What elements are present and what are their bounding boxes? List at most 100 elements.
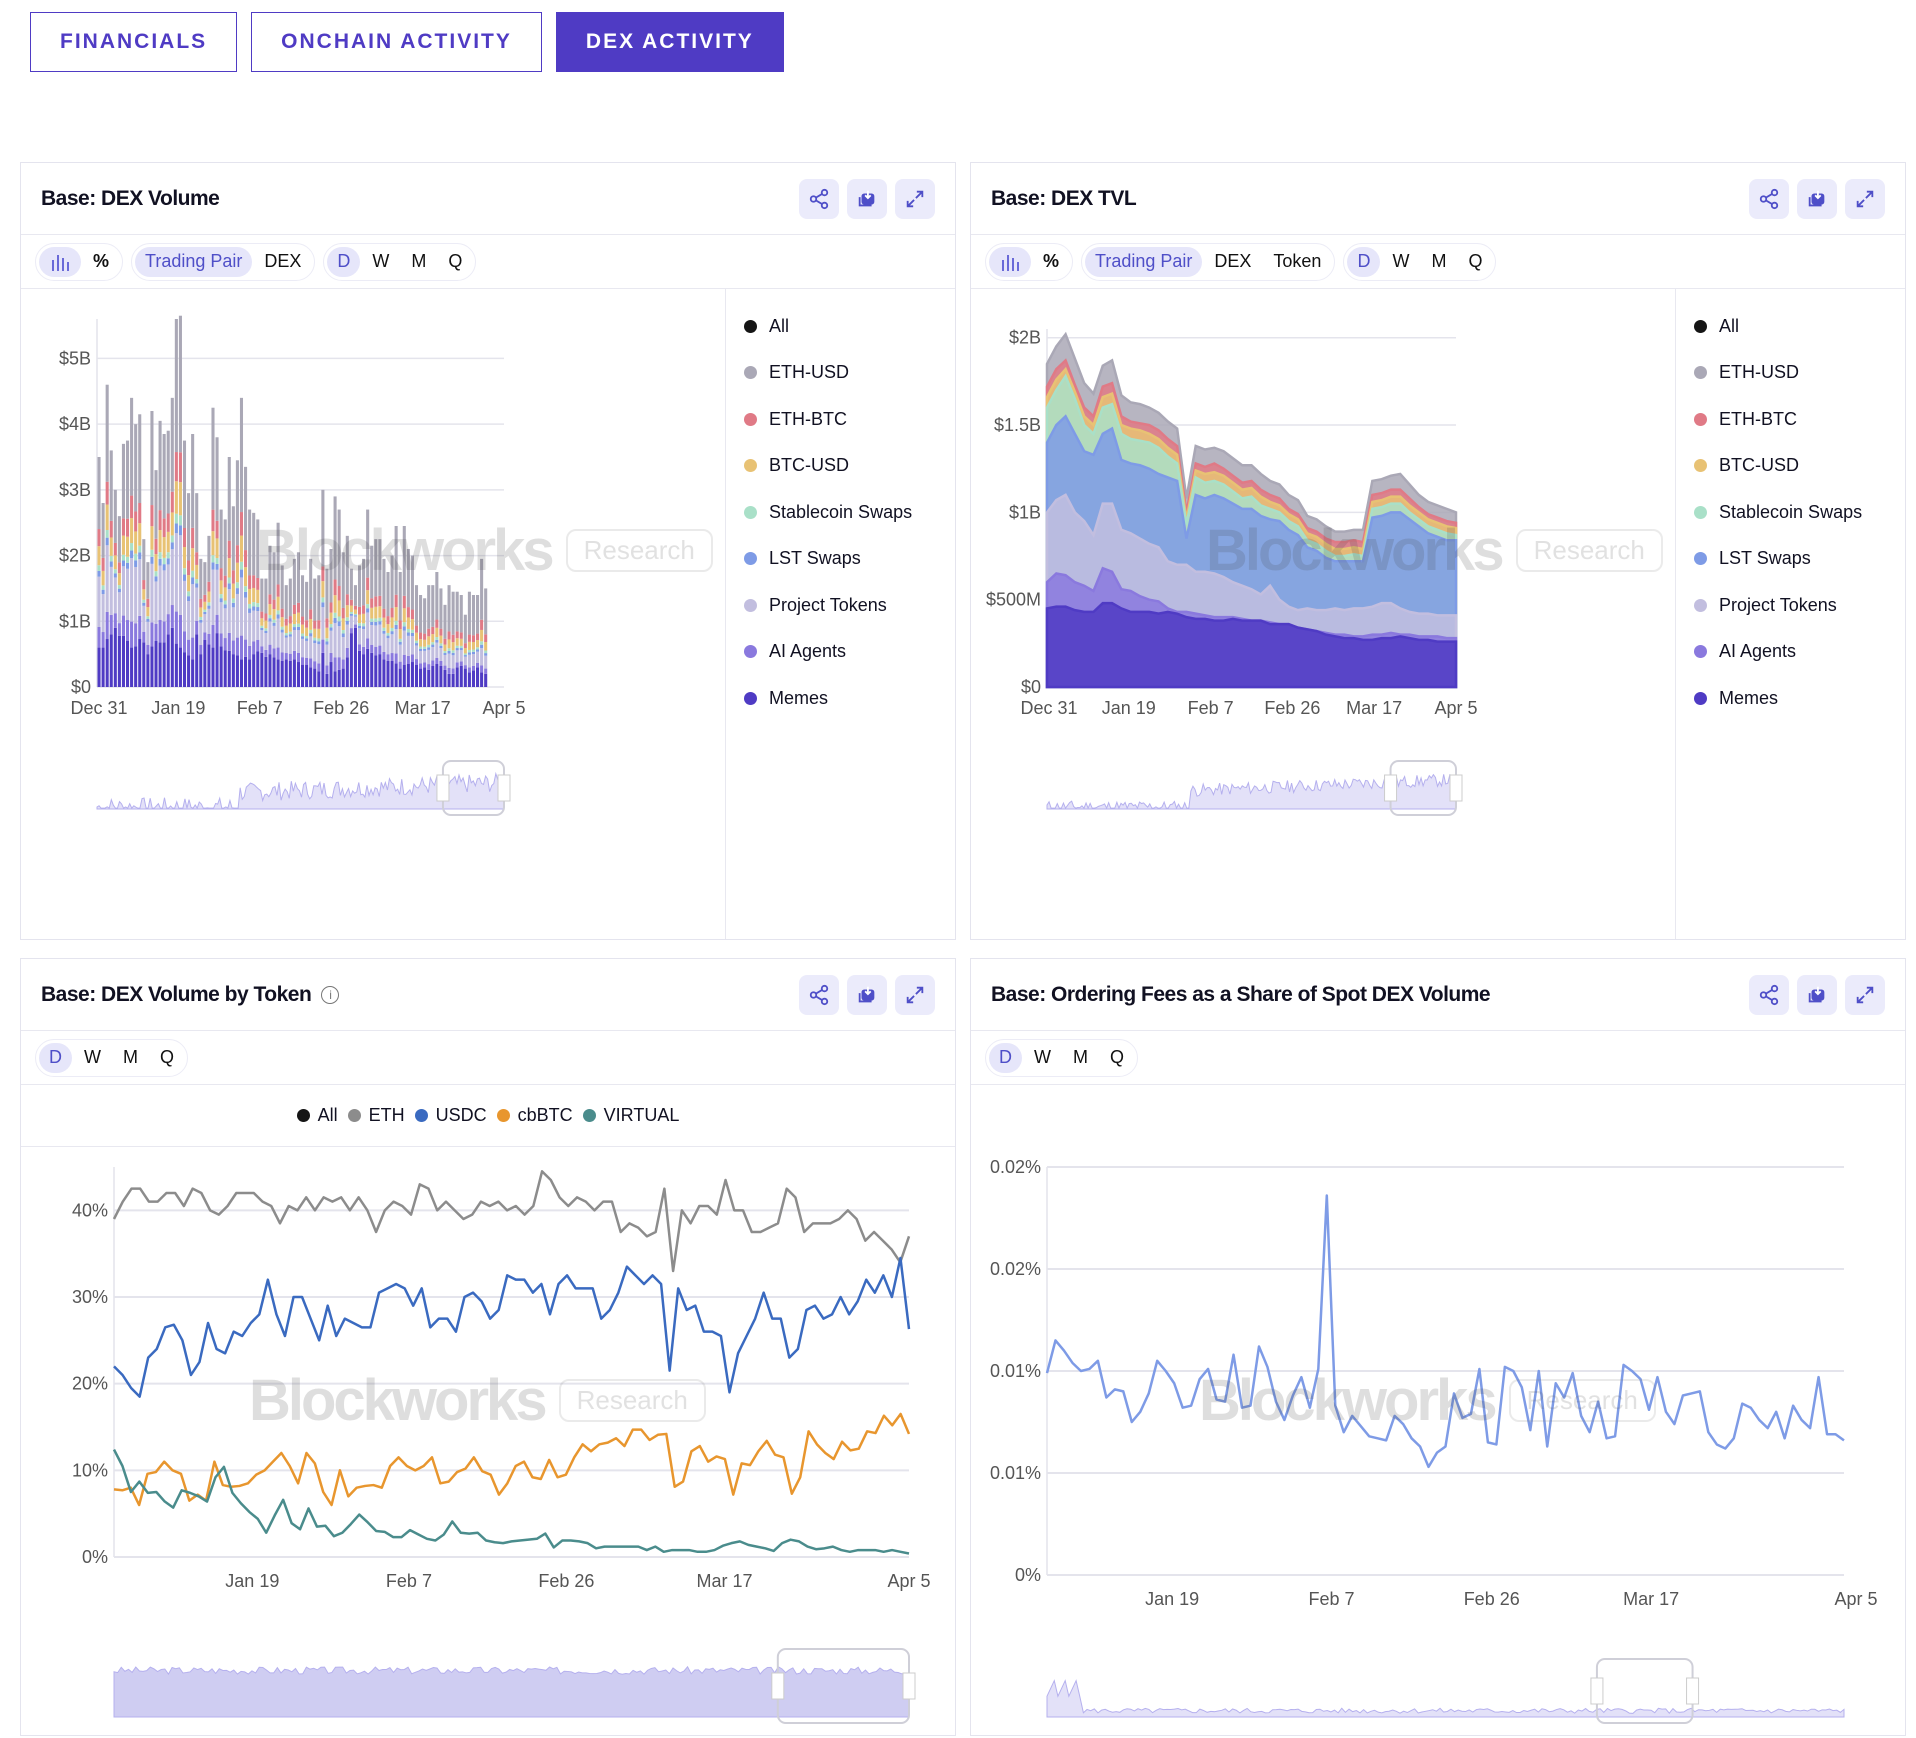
- legend-item[interactable]: Stablecoin Swaps: [1694, 489, 1905, 536]
- legend-item[interactable]: Project Tokens: [1694, 582, 1905, 629]
- line-eth[interactable]: [112, 1170, 911, 1273]
- period-q[interactable]: Q: [1110, 1047, 1125, 1067]
- bar-stack[interactable]: [394, 526, 398, 687]
- tab-dex-activity[interactable]: DEX ACTIVITY: [555, 12, 784, 72]
- bar-stack[interactable]: [309, 558, 313, 687]
- period-w[interactable]: W: [1392, 251, 1410, 271]
- bar-stack[interactable]: [345, 535, 349, 687]
- bar-stack[interactable]: [471, 595, 476, 687]
- bar-stack[interactable]: [301, 575, 305, 687]
- group-trading-pair[interactable]: Trading Pair: [135, 246, 253, 277]
- legend-item[interactable]: cbBTC: [496, 1105, 573, 1126]
- bar-stack[interactable]: [337, 509, 341, 687]
- group-dex[interactable]: DEX: [1214, 251, 1252, 271]
- navigator-handle[interactable]: [902, 1672, 916, 1700]
- line-usdc[interactable]: [113, 1256, 911, 1398]
- bar-stack[interactable]: [484, 588, 488, 687]
- bar-stack[interactable]: [170, 397, 174, 687]
- bar-stack[interactable]: [431, 585, 435, 687]
- bar-stack[interactable]: [366, 509, 370, 687]
- bar-stack[interactable]: [252, 512, 256, 687]
- legend-item[interactable]: LST Swaps: [1694, 536, 1905, 583]
- legend-item[interactable]: LST Swaps: [744, 536, 955, 583]
- bar-stack[interactable]: [113, 489, 117, 687]
- navigator-handle[interactable]: [1449, 774, 1463, 802]
- legend-item[interactable]: VIRTUAL: [582, 1105, 679, 1126]
- period-m[interactable]: M: [123, 1047, 138, 1067]
- bar-stack[interactable]: [166, 430, 170, 687]
- bar-stack[interactable]: [321, 489, 325, 687]
- bar-stack[interactable]: [459, 595, 463, 687]
- bar-stack[interactable]: [203, 562, 207, 687]
- period-m[interactable]: M: [1073, 1047, 1088, 1067]
- download-button[interactable]: [847, 974, 887, 1015]
- bar-stack[interactable]: [443, 604, 447, 687]
- bar-chart-option[interactable]: [39, 246, 81, 277]
- bar-stack[interactable]: [223, 519, 227, 687]
- share-button[interactable]: [799, 178, 839, 219]
- bar-stack[interactable]: [195, 493, 199, 687]
- bar-stack[interactable]: [284, 585, 288, 687]
- bar-stack[interactable]: [402, 526, 406, 687]
- line-virtual[interactable]: [112, 1448, 910, 1555]
- bar-stack[interactable]: [101, 503, 105, 687]
- bar-stack[interactable]: [480, 558, 484, 687]
- bar-stack[interactable]: [121, 443, 125, 687]
- bar-stack[interactable]: [414, 585, 419, 687]
- bar-stack[interactable]: [219, 509, 223, 687]
- bar-stack[interactable]: [427, 585, 431, 687]
- bar-stack[interactable]: [154, 470, 158, 687]
- bar-stack[interactable]: [410, 555, 414, 687]
- bar-stack[interactable]: [207, 535, 211, 687]
- bar-stack[interactable]: [187, 493, 191, 687]
- download-button[interactable]: [847, 178, 887, 219]
- bar-stack[interactable]: [467, 591, 471, 687]
- line-cbbtc[interactable]: [113, 1412, 911, 1507]
- bar-stack[interactable]: [292, 558, 296, 687]
- period-w[interactable]: W: [1034, 1047, 1051, 1067]
- legend-item[interactable]: Memes: [1694, 675, 1905, 722]
- bar-stack[interactable]: [130, 397, 134, 687]
- bar-stack[interactable]: [329, 549, 333, 687]
- legend-item[interactable]: AI Agents: [1694, 629, 1905, 676]
- period-d[interactable]: D: [39, 1042, 72, 1073]
- legend-item[interactable]: All: [1694, 303, 1905, 350]
- bar-chart-option[interactable]: [989, 246, 1031, 277]
- bar-stack[interactable]: [150, 411, 154, 687]
- expand-button[interactable]: [895, 974, 935, 1015]
- tab-financials[interactable]: FINANCIALS: [30, 12, 238, 72]
- legend-item[interactable]: BTC-USD: [744, 443, 955, 490]
- bar-stack[interactable]: [235, 460, 239, 687]
- range-navigator[interactable]: [1046, 1658, 1845, 1724]
- percent-option[interactable]: %: [83, 247, 119, 277]
- bar-stack[interactable]: [341, 552, 345, 687]
- bar-stack[interactable]: [178, 315, 182, 687]
- bar-stack[interactable]: [264, 578, 268, 687]
- share-button[interactable]: [1749, 974, 1789, 1015]
- bar-stack[interactable]: [439, 588, 443, 687]
- period-q[interactable]: Q: [160, 1047, 175, 1067]
- bar-stack[interactable]: [109, 450, 113, 687]
- navigator-handle[interactable]: [497, 774, 511, 802]
- bar-stack[interactable]: [357, 565, 362, 687]
- period-m[interactable]: M: [1431, 251, 1447, 271]
- bar-stack[interactable]: [325, 568, 329, 687]
- bar-stack[interactable]: [296, 552, 300, 687]
- group-dex[interactable]: DEX: [264, 251, 302, 271]
- share-button[interactable]: [1749, 178, 1789, 219]
- expand-button[interactable]: [895, 178, 935, 219]
- bar-stack[interactable]: [174, 319, 178, 687]
- legend-item[interactable]: ETH-BTC: [744, 396, 955, 443]
- bar-stack[interactable]: [248, 509, 252, 687]
- bar-stack[interactable]: [182, 440, 187, 687]
- legend-item[interactable]: Stablecoin Swaps: [744, 489, 955, 536]
- area-memes[interactable]: [1045, 601, 1458, 689]
- bar-stack[interactable]: [386, 572, 390, 687]
- bar-stack[interactable]: [349, 568, 353, 687]
- period-d[interactable]: D: [989, 1042, 1022, 1073]
- navigator-handle[interactable]: [771, 1672, 785, 1700]
- range-navigator[interactable]: [1046, 760, 1463, 816]
- period-d[interactable]: D: [1347, 246, 1381, 277]
- bar-stack[interactable]: [97, 457, 101, 687]
- period-d[interactable]: D: [327, 246, 361, 277]
